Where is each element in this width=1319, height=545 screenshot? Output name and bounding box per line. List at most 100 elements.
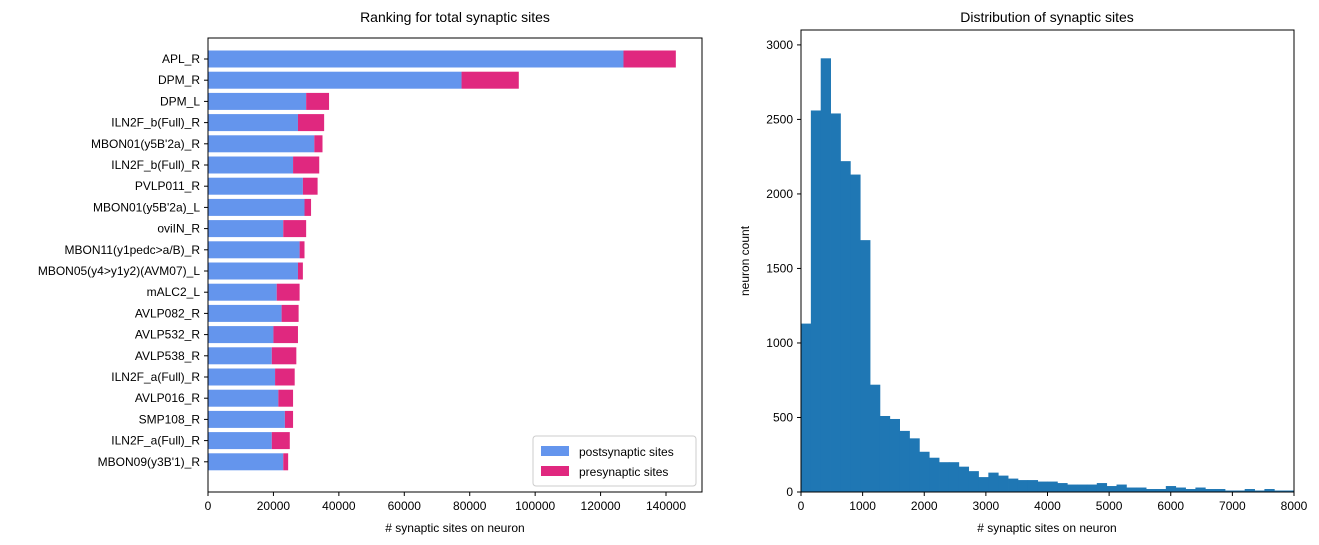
histogram-bin bbox=[1126, 487, 1137, 492]
y-tick-label: SMP108_R bbox=[139, 412, 201, 426]
y-tick-label: ILN2F_a(Full)_R bbox=[111, 434, 200, 448]
histogram-plot-frame bbox=[800, 29, 1295, 493]
presynaptic-bar bbox=[271, 432, 290, 450]
histogram-bin bbox=[879, 415, 891, 492]
histogram-bin bbox=[1155, 489, 1167, 492]
presynaptic-bar bbox=[314, 135, 323, 153]
histogram-bin bbox=[1195, 487, 1206, 492]
histogram-bin bbox=[1254, 490, 1265, 492]
y-tick-label: MBON11(y1pedc>a/B)_R bbox=[64, 243, 200, 257]
postsynaptic-bar bbox=[208, 71, 462, 89]
postsynaptic-bar bbox=[208, 177, 303, 195]
histogram-bin bbox=[860, 240, 871, 492]
histogram-bin bbox=[998, 475, 1009, 492]
x-tick-label: 80000 bbox=[453, 499, 487, 513]
presynaptic-bar bbox=[284, 410, 294, 428]
histogram-bin bbox=[1077, 484, 1088, 492]
x-tick-label: 140000 bbox=[646, 499, 686, 513]
y-tick-label: MBON01(y5B'2a)_R bbox=[91, 137, 200, 151]
x-tick-label: 60000 bbox=[388, 499, 422, 513]
presynaptic-bar bbox=[276, 283, 300, 301]
histogram-bin bbox=[1146, 489, 1157, 492]
histogram-bin bbox=[1264, 489, 1275, 492]
y-tick-label: MBON01(y5B'2a)_L bbox=[93, 200, 200, 214]
ranking-x-axis-label: # synaptic sites on neuron bbox=[385, 521, 524, 535]
histogram-bin bbox=[988, 472, 999, 492]
y-tick-label: oviIN_R bbox=[157, 222, 200, 236]
postsynaptic-bar bbox=[208, 432, 272, 450]
x-tick-label: 8000 bbox=[1281, 499, 1308, 513]
y-tick-label: 2000 bbox=[766, 187, 793, 201]
presynaptic-bar bbox=[293, 156, 320, 174]
histogram-bin bbox=[1234, 490, 1246, 492]
histogram-bin bbox=[1136, 487, 1147, 492]
presynaptic-bar bbox=[304, 198, 312, 216]
postsynaptic-bar bbox=[208, 220, 284, 238]
histogram-x-axis-label: # synaptic sites on neuron bbox=[977, 521, 1116, 535]
presynaptic-bar bbox=[281, 304, 299, 322]
postsynaptic-bar bbox=[208, 368, 276, 386]
x-tick-label: 100000 bbox=[515, 499, 555, 513]
y-tick-label: 500 bbox=[773, 410, 793, 424]
histogram-bin bbox=[850, 174, 861, 493]
histogram-bin bbox=[1224, 490, 1236, 492]
histogram-bin bbox=[1106, 486, 1117, 492]
postsynaptic-bar bbox=[208, 283, 277, 301]
histogram-bin bbox=[968, 471, 979, 492]
histogram-bin bbox=[1096, 483, 1108, 492]
histogram-bin bbox=[1037, 481, 1048, 492]
y-tick-label: AVLP532_R bbox=[135, 328, 200, 342]
histogram-bin bbox=[939, 462, 950, 492]
histogram-bin bbox=[1205, 489, 1216, 492]
legend-swatch-presynaptic bbox=[541, 466, 569, 476]
histogram-bin bbox=[1185, 489, 1196, 492]
histogram-bin bbox=[1027, 480, 1039, 492]
histogram-bin bbox=[1017, 480, 1029, 492]
y-tick-label: DPM_R bbox=[158, 73, 200, 87]
y-tick-label: PVLP011_R bbox=[135, 179, 200, 193]
histogram-bars bbox=[801, 58, 1295, 493]
postsynaptic-bar bbox=[208, 135, 315, 153]
x-tick-label: 0 bbox=[205, 499, 212, 513]
postsynaptic-bar bbox=[208, 326, 274, 344]
y-tick-label: ILN2F_a(Full)_R bbox=[111, 370, 200, 384]
histogram-bin bbox=[909, 438, 920, 492]
y-tick-label: 2500 bbox=[766, 112, 793, 126]
legend-swatch-postsynaptic bbox=[541, 446, 569, 456]
presynaptic-bar bbox=[623, 50, 676, 68]
y-tick-label: mALC2_L bbox=[147, 285, 201, 299]
histogram-bin bbox=[1215, 489, 1226, 492]
x-tick-label: 40000 bbox=[322, 499, 356, 513]
histogram-bin bbox=[1116, 484, 1127, 492]
histogram-bin bbox=[801, 323, 812, 492]
ranking-chart: Ranking for total synaptic sites APL_R DP… bbox=[38, 9, 703, 535]
postsynaptic-bar bbox=[208, 389, 279, 407]
histogram-bin bbox=[1086, 484, 1098, 492]
presynaptic-bar bbox=[299, 241, 305, 259]
x-tick-label: 0 bbox=[798, 499, 805, 513]
postsynaptic-bar bbox=[208, 50, 624, 68]
y-tick-label: MBON09(y3B'1)_R bbox=[98, 455, 201, 469]
histogram-bin bbox=[919, 451, 930, 492]
y-tick-label: ILN2F_b(Full)_R bbox=[111, 158, 200, 172]
distribution-chart: Distribution of synaptic sites 0 1000 2000… bbox=[738, 9, 1308, 535]
y-tick-label: ILN2F_b(Full)_R bbox=[111, 116, 200, 130]
ranking-chart-title: Ranking for total synaptic sites bbox=[360, 9, 550, 25]
y-tick-label: AVLP016_R bbox=[135, 391, 200, 405]
postsynaptic-bar bbox=[208, 241, 300, 259]
x-tick-label: 120000 bbox=[581, 499, 621, 513]
postsynaptic-bar bbox=[208, 198, 305, 216]
histogram-bin bbox=[1047, 481, 1058, 492]
distribution-chart-title: Distribution of synaptic sites bbox=[960, 9, 1134, 25]
x-tick-label: 20000 bbox=[257, 499, 291, 513]
histogram-bin bbox=[889, 418, 900, 492]
y-tick-label: DPM_L bbox=[160, 94, 200, 108]
y-tick-label: 0 bbox=[786, 485, 793, 499]
presynaptic-bar bbox=[271, 347, 297, 365]
histogram-bin bbox=[1274, 490, 1285, 492]
histogram-bin bbox=[810, 110, 822, 492]
presynaptic-bar bbox=[297, 262, 303, 280]
histogram-bin bbox=[1175, 487, 1186, 492]
presynaptic-bar bbox=[283, 453, 289, 471]
